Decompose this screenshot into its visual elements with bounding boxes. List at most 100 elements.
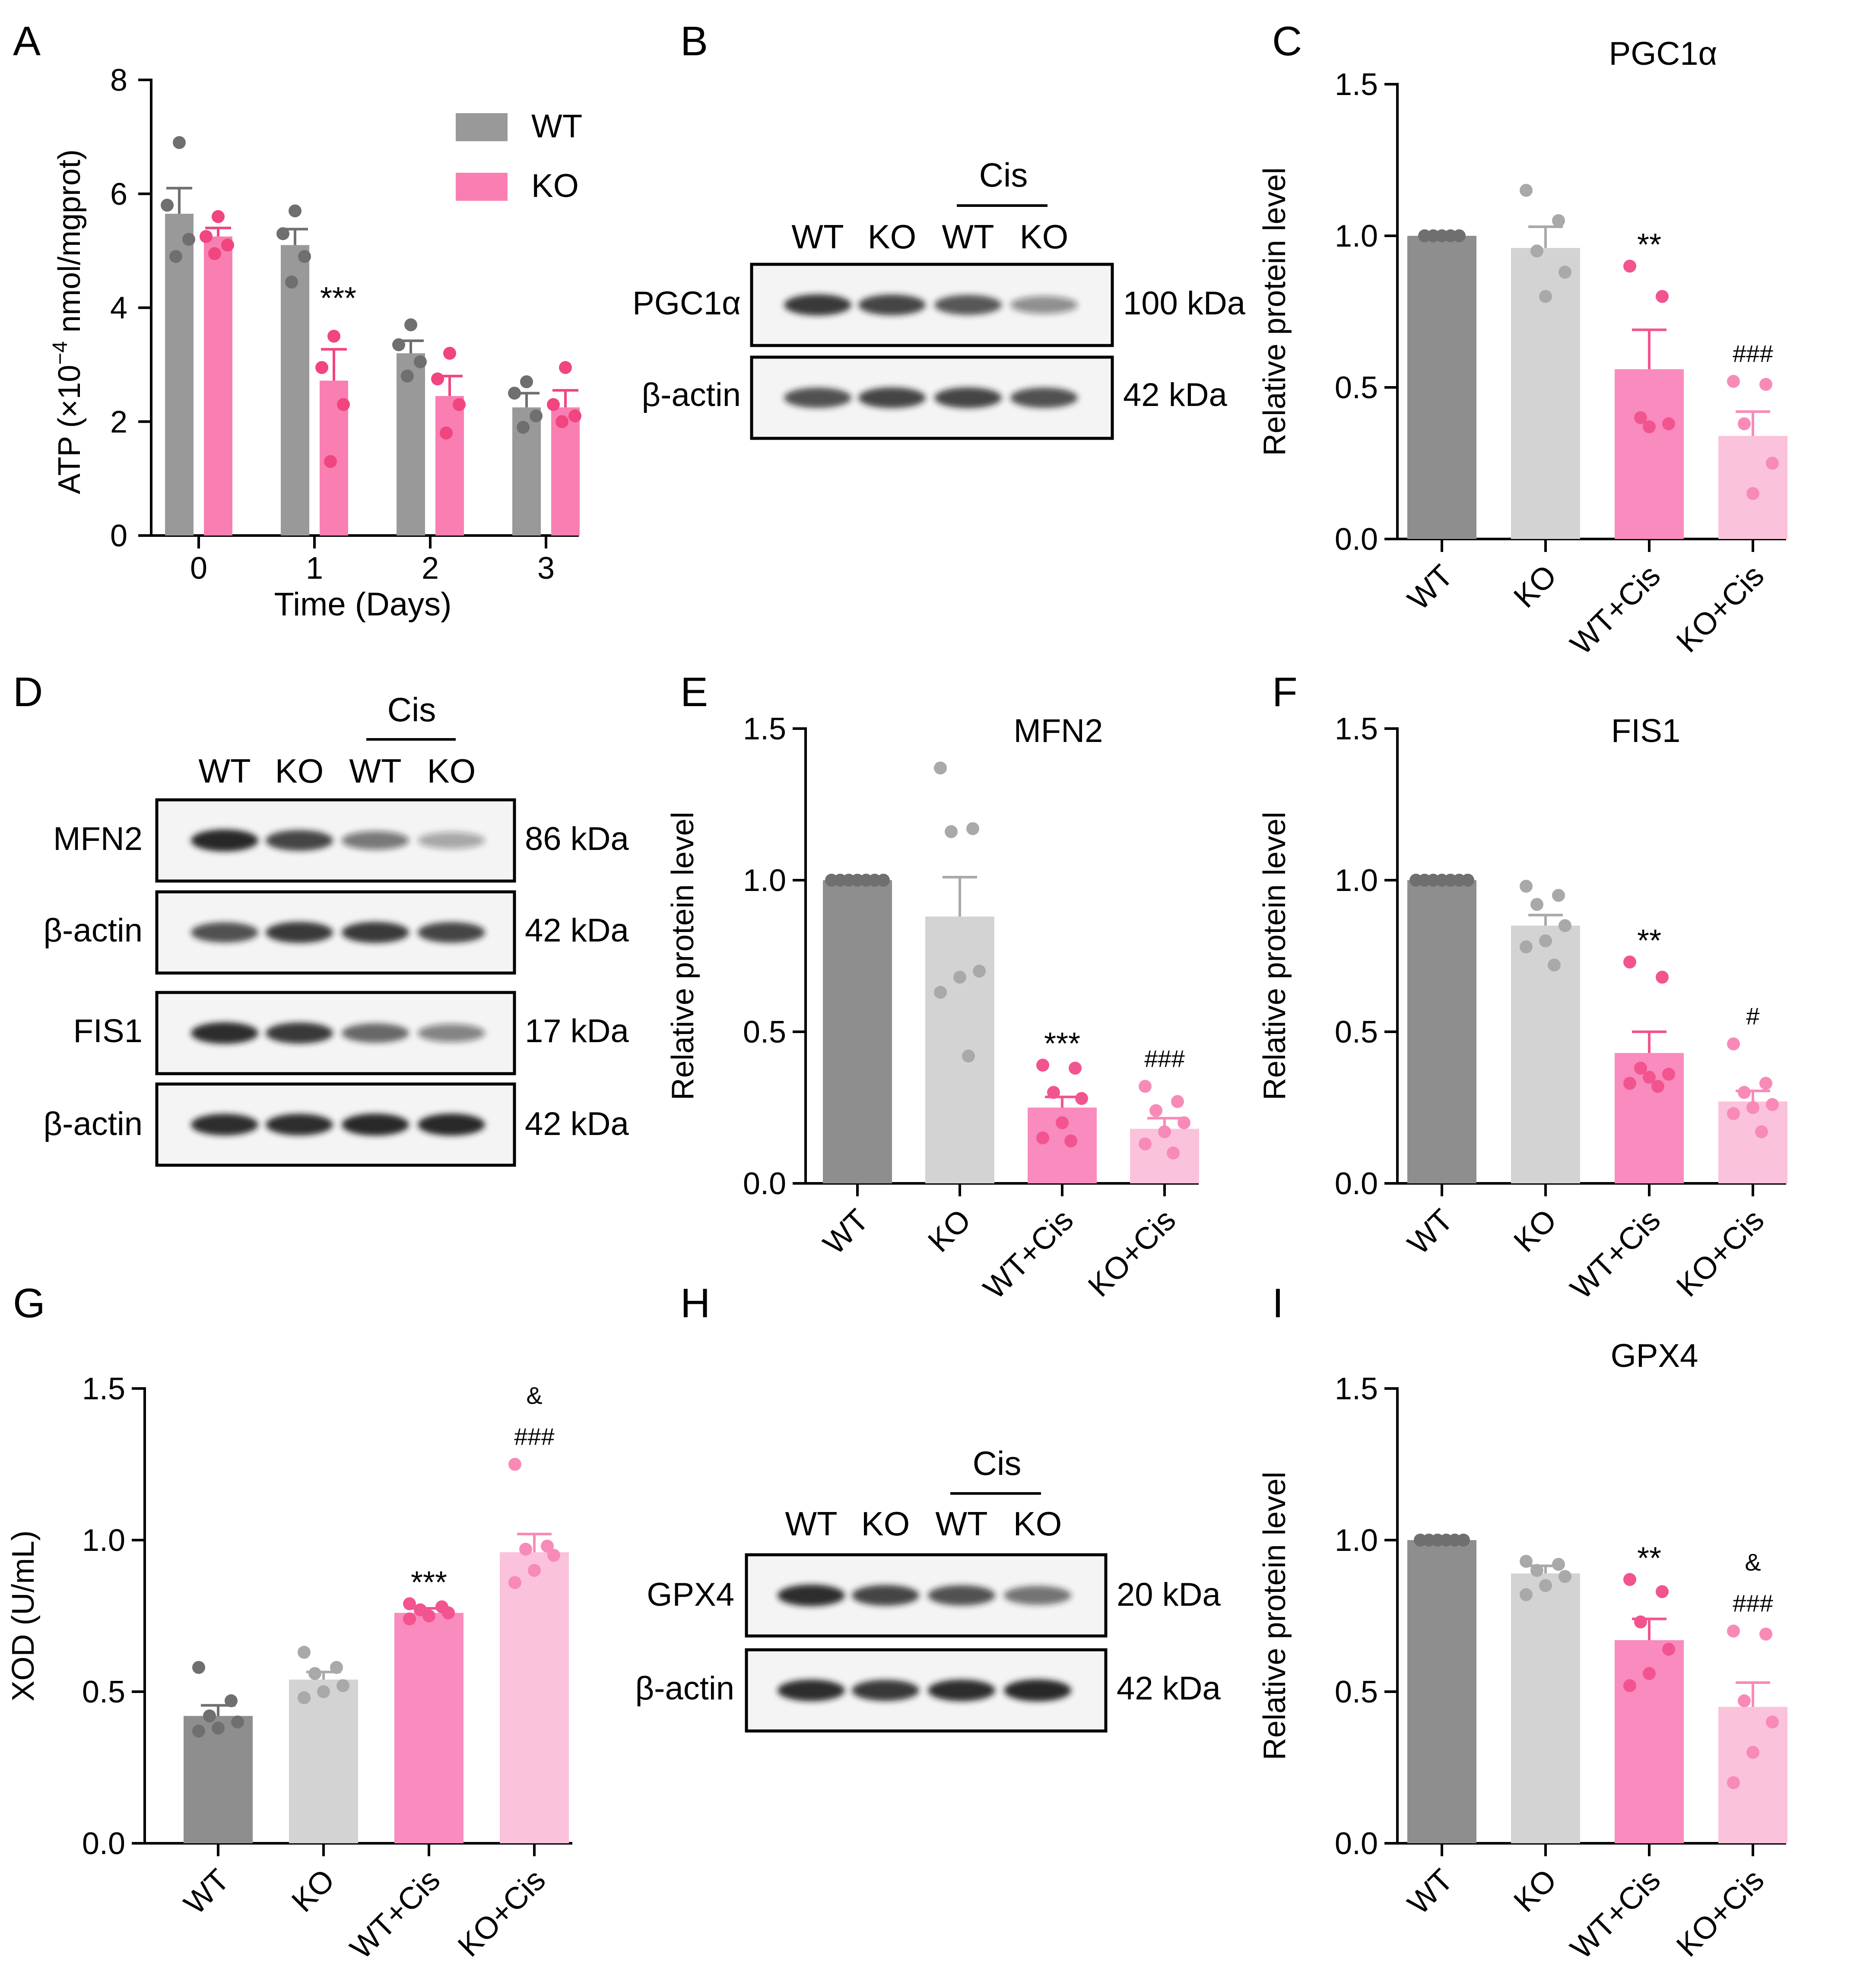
e-data-point [966, 822, 979, 835]
blot-d-lane-3: WT [349, 752, 401, 790]
a-data-point [276, 227, 289, 241]
g-data-point [508, 1458, 521, 1471]
c-y-tick-label: 1.0 [1335, 219, 1378, 254]
blot-band [928, 1680, 995, 1701]
g-x-tick-label: WT [178, 1863, 236, 1921]
blot-d-row-4-protein: β-actin [43, 1106, 143, 1142]
g-x-tick-label: WT+Cis [343, 1863, 447, 1966]
g-data-point [541, 1540, 554, 1553]
g-data-point [225, 1694, 238, 1708]
a-data-point [508, 387, 521, 400]
e-data-point [1075, 1092, 1088, 1105]
blot-h-lane-1: WT [785, 1505, 837, 1543]
i-y-tick-label: 0.0 [1335, 1826, 1378, 1861]
mfn2-fis1-western-blot: Cis WT KO WT KO MFN2 86 kDa β-actin 42 k… [43, 691, 629, 1167]
a-data-point [208, 247, 221, 260]
e-data-point [945, 825, 958, 838]
g-data-point [192, 1661, 205, 1674]
panel-letter-h: H [680, 1280, 710, 1326]
c-data-point [1453, 229, 1466, 242]
e-data-point [1069, 1062, 1082, 1075]
blot-band [342, 1113, 409, 1136]
i-data-point [1643, 1667, 1656, 1680]
blot-h-lane-3: WT [935, 1505, 987, 1543]
i-y-tick-label: 1.5 [1335, 1372, 1378, 1406]
i-data-point [1530, 1564, 1543, 1577]
f-y-tick-label: 0.0 [1335, 1167, 1378, 1201]
e-significance-marker: ### [1144, 1045, 1184, 1072]
a-data-point [212, 210, 225, 223]
blot-b-cis-label: Cis [979, 156, 1028, 194]
legend-swatch-wt [456, 113, 508, 141]
g-data-point [212, 1721, 225, 1735]
a-data-point [182, 233, 195, 246]
c-data-point [1643, 420, 1656, 434]
g-data-point [336, 1679, 349, 1692]
blot-b-row-1-protein: PGC1α [632, 285, 741, 322]
a-bar-ko [551, 407, 580, 536]
i-x-tick-label: KO [1507, 1863, 1563, 1919]
e-data-point [934, 986, 947, 999]
blot-band [858, 295, 926, 315]
blot-h-row-2-protein: β-actin [635, 1670, 734, 1707]
f-data-point [1727, 1037, 1740, 1051]
blot-h-row-2-size: 42 kDa [1117, 1670, 1221, 1707]
i-data-point [1656, 1585, 1669, 1598]
c-x-tick-label: KO [1507, 558, 1563, 615]
g-data-point [308, 1667, 321, 1680]
blot-d-lane-4: KO [427, 752, 476, 790]
e-x-tick-label: WT+Cis [977, 1203, 1080, 1306]
e-y-tick-label: 0.5 [743, 1015, 786, 1049]
g-significance-marker: *** [411, 1565, 447, 1600]
blot-band [191, 1114, 258, 1135]
g-data-point [203, 1709, 216, 1723]
blot-band [191, 829, 258, 852]
blot-b-lane-3: WT [942, 218, 994, 256]
g-bar [289, 1679, 358, 1843]
a-data-point [520, 375, 533, 388]
blot-band [928, 1585, 995, 1606]
g-data-point [442, 1606, 455, 1620]
e-data-point [1178, 1116, 1190, 1129]
g-y-tick-label: 1.0 [82, 1523, 125, 1558]
g-data-point [330, 1661, 343, 1674]
e-data-point [1158, 1125, 1171, 1138]
c-x-tick-label: KO+Cis [1670, 558, 1771, 659]
blot-d-row-2-size: 42 kDa [525, 912, 629, 949]
c-data-point [1662, 417, 1675, 431]
c-bar [1407, 236, 1476, 539]
i-chart-title: GPX4 [1611, 1338, 1698, 1374]
f-x-tick-label: WT [1401, 1203, 1460, 1262]
legend-label-wt: WT [531, 108, 582, 145]
c-significance-marker: ### [1733, 340, 1773, 367]
i-data-point [1634, 1615, 1647, 1629]
c-data-point [1634, 411, 1647, 425]
g-data-point [508, 1576, 521, 1589]
f-y-tick-label: 0.5 [1335, 1015, 1378, 1049]
f-bar [1407, 880, 1476, 1183]
blot-h-lane-2: KO [861, 1505, 910, 1543]
blot-band [934, 387, 1002, 408]
a-significance-marker: *** [320, 281, 356, 316]
a-data-point [453, 398, 466, 411]
i-data-point [1520, 1555, 1533, 1568]
blot-band [418, 1113, 485, 1136]
f-y-tick-label: 1.0 [1335, 863, 1378, 898]
e-data-point [1047, 1086, 1060, 1099]
a-x-tick-label: 1 [306, 551, 323, 586]
blot-band [784, 294, 851, 316]
c-data-point [1520, 184, 1533, 197]
e-data-point [973, 964, 986, 978]
g-y-tick-label: 0.0 [82, 1826, 125, 1861]
panel-letter-f: F [1272, 669, 1298, 715]
a-data-point [530, 409, 543, 423]
blot-band [784, 387, 851, 408]
f-y-axis-label: Relative protein level [1257, 812, 1292, 1100]
g-y-axis-label: XOD (U/mL) [6, 1531, 41, 1702]
f-data-point [1461, 874, 1474, 887]
g-data-point [298, 1645, 311, 1659]
a-y-tick-label: 4 [110, 291, 127, 326]
fis1-quant-chart: 0.0 0.5 1.0 1.5 FIS1 Relative protein level WT… [1257, 712, 1787, 1306]
blot-b-lane-4: KO [1020, 218, 1069, 256]
